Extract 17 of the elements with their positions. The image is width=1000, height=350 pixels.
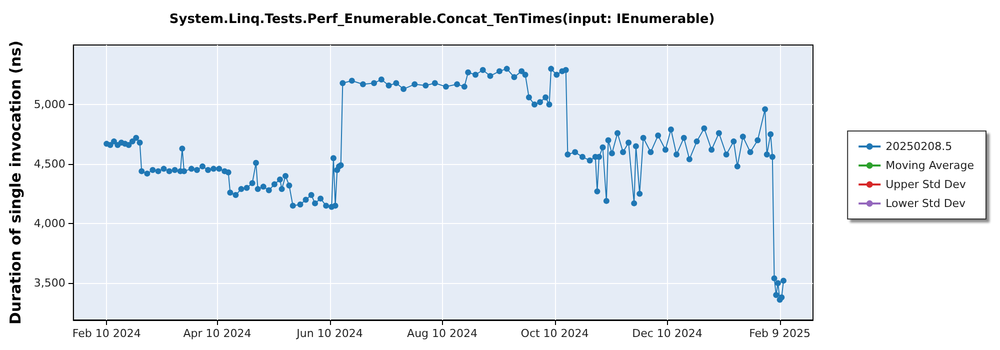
- legend-label: 20250208.5: [886, 140, 952, 153]
- x-tick-label: Feb 10 2024: [72, 327, 141, 340]
- legend-label: Lower Std Dev: [886, 197, 966, 210]
- y-axis-title: Duration of single invocation (ns): [6, 40, 24, 324]
- y-tick-label: 5,000: [34, 98, 66, 112]
- chart-title: System.Linq.Tests.Perf_Enumerable.Concat_TenTimes(input: IEnumerable): [169, 12, 715, 27]
- y-tick-label: 4,500: [34, 158, 66, 171]
- x-tick-label: Oct 10 2024: [520, 327, 589, 340]
- y-tick-label: 3,500: [34, 276, 66, 290]
- x-tick-label: Aug 10 2024: [407, 327, 478, 340]
- x-tick-label: Dec 10 2024: [632, 327, 702, 340]
- legend-label: Moving Average: [886, 159, 974, 172]
- x-tick-label: Jun 10 2024: [296, 327, 363, 340]
- x-tick-label: Apr 10 2024: [183, 327, 252, 340]
- legend-label: Upper Std Dev: [886, 178, 966, 191]
- y-tick-label: 4,000: [34, 217, 66, 230]
- x-tick-label: Feb 9 2025: [749, 327, 811, 340]
